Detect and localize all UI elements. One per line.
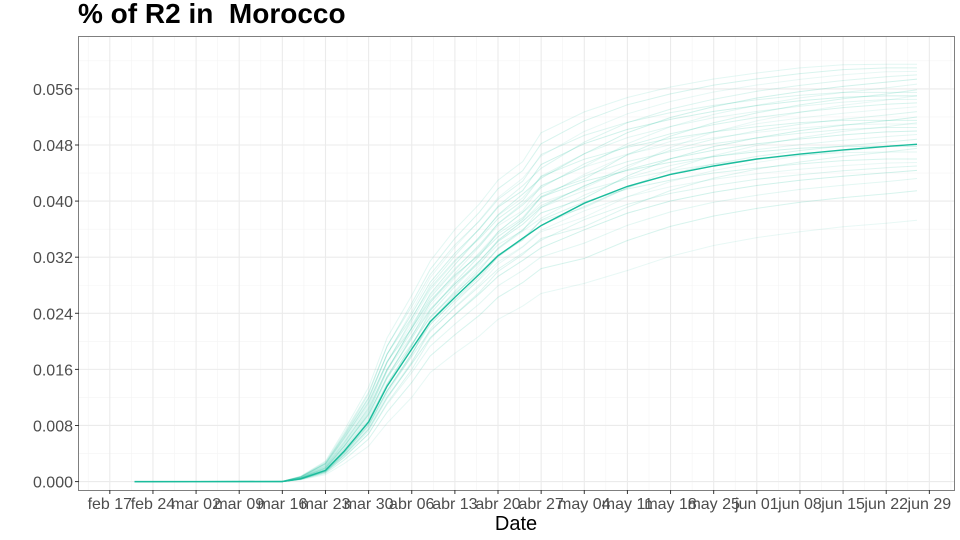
- y-tick-label: 0.016: [33, 362, 73, 379]
- x-tick-label: jun 08: [777, 496, 822, 513]
- x-tick-label: mar 09: [214, 496, 264, 513]
- simulation-line: [134, 127, 917, 483]
- x-tick-label: may 04: [558, 496, 611, 513]
- simulation-line: [134, 147, 918, 483]
- x-axis-title: Date: [495, 513, 537, 535]
- y-axis: 0.000 0.008 0.016 0.024 0.032 0.040 0.048 0.056: [33, 82, 79, 492]
- y-tick-label: 0.048: [33, 138, 73, 155]
- x-tick-label: abr 27: [518, 496, 563, 513]
- simulation-line: [134, 169, 918, 483]
- simulation-line: [134, 67, 917, 483]
- simulation-line: [134, 219, 918, 483]
- simulation-line: [134, 158, 917, 483]
- x-tick-label: abr 06: [389, 496, 434, 513]
- simulation-line: [134, 95, 918, 483]
- simulation-line: [134, 143, 918, 483]
- x-tick-label: jun 22: [863, 496, 908, 513]
- x-tick-label: may 25: [687, 496, 740, 513]
- simulation-line: [134, 78, 918, 483]
- median-line-group: [134, 143, 918, 483]
- simulation-line: [134, 145, 917, 483]
- simulation-line: [134, 178, 918, 483]
- x-tick-label: abr 20: [475, 496, 520, 513]
- x-tick-label: mar 30: [344, 496, 394, 513]
- simulation-line: [134, 91, 917, 483]
- simulation-line: [134, 130, 918, 483]
- simulation-line: [134, 83, 918, 483]
- median-line: [134, 143, 918, 483]
- simulation-line: [134, 98, 918, 483]
- y-tick-label: 0.000: [33, 475, 73, 492]
- x-tick-label: mar 16: [257, 496, 307, 513]
- minor-gridlines: [79, 37, 954, 490]
- simulation-line: [134, 116, 918, 483]
- y-tick-label: 0.008: [33, 418, 73, 435]
- simulation-line: [134, 95, 917, 483]
- x-tick-label: mar 23: [301, 496, 351, 513]
- major-gridlines: [79, 37, 954, 490]
- chart-title: % of R2 in Morocco: [78, 0, 346, 29]
- simulation-line: [134, 63, 917, 483]
- y-tick-label: 0.024: [33, 306, 73, 323]
- simulation-line: [134, 138, 918, 483]
- simulation-line: [134, 102, 918, 483]
- plot-border: [78, 36, 955, 491]
- x-tick-label: may 18: [644, 496, 697, 513]
- x-tick-label: feb 24: [131, 496, 176, 513]
- x-tick-label: jun 15: [820, 496, 865, 513]
- simulation-line: [134, 119, 917, 483]
- simulation-line: [134, 190, 918, 483]
- y-tick-label: 0.032: [33, 250, 73, 267]
- simulation-line: [134, 162, 918, 483]
- x-tick-label: may 11: [602, 496, 653, 513]
- y-tick-label: 0.056: [33, 82, 73, 99]
- x-tick-label: jun 01: [734, 496, 779, 513]
- x-tick-label: feb 17: [88, 496, 133, 513]
- simulation-line: [134, 106, 918, 483]
- plot-panel: [78, 36, 955, 491]
- x-tick-label: jun 29: [907, 496, 952, 513]
- simulation-line: [134, 74, 918, 483]
- x-tick-label: abr 13: [432, 496, 477, 513]
- simulation-line: [134, 70, 918, 483]
- x-tick-label: mar 02: [171, 496, 221, 513]
- y-tick-label: 0.040: [33, 194, 73, 211]
- simulation-line: [134, 123, 917, 483]
